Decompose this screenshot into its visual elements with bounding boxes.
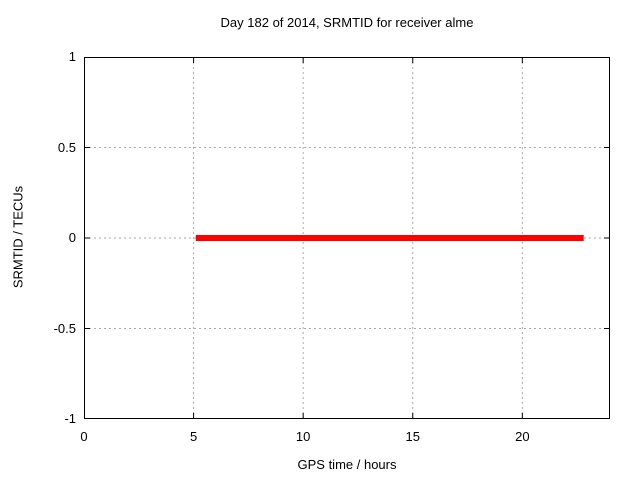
y-tick-label: 0 [68,230,76,245]
chart-title: Day 182 of 2014, SRMTID for receiver alm… [220,15,474,30]
y-tick-label: 0.5 [57,139,76,155]
x-tick-label: 10 [295,429,311,444]
plot-canvas [84,57,610,419]
plot-border [84,57,610,419]
y-tick-label: -0.5 [53,320,76,336]
plot-area [84,57,610,419]
x-tick-label: 15 [405,429,420,444]
x-tick-label: 20 [515,429,530,444]
y-tick-label: 1 [68,49,76,64]
x-tick-label: 0 [80,429,88,444]
y-tick-label: -1 [64,411,76,426]
x-axis-label: GPS time / hours [297,457,397,472]
x-tick-label: 5 [189,429,198,444]
